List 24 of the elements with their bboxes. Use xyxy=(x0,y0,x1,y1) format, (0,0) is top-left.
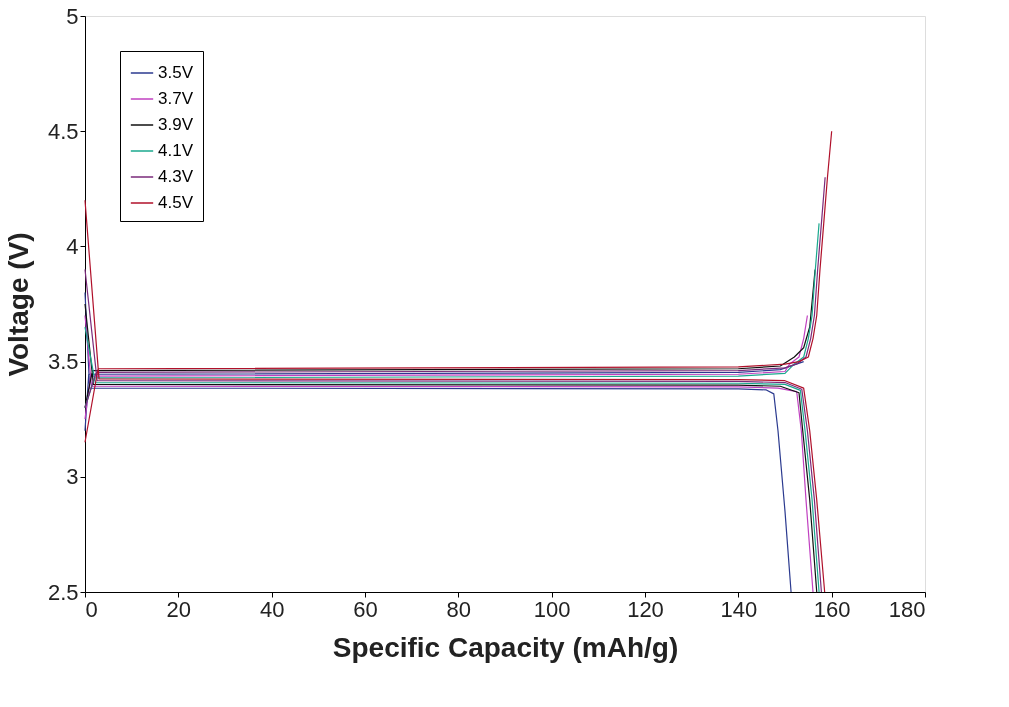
x-axis-title: Specific Capacity (mAh/g) xyxy=(332,631,679,663)
legend-label: 4.5V xyxy=(158,193,194,212)
x-tick-label: 100 xyxy=(533,596,571,622)
y-tick-label: 3 xyxy=(66,464,79,490)
x-tick-label: 80 xyxy=(446,596,472,622)
x-tick-label: 120 xyxy=(627,596,664,622)
legend-label: 4.3V xyxy=(158,167,194,186)
y-tick-label: 3.5 xyxy=(47,349,79,375)
x-tick-label: 180 xyxy=(888,596,926,622)
y-tick-label: 5 xyxy=(66,3,79,29)
legend-label: 3.5V xyxy=(158,63,194,82)
x-tick-label: 40 xyxy=(259,596,285,622)
y-axis-title: Voltage (V) xyxy=(2,232,34,377)
y-tick-label: 4 xyxy=(66,233,79,259)
legend-label: 4.1V xyxy=(158,141,194,160)
x-tick-label: 140 xyxy=(720,596,758,622)
legend-label: 3.9V xyxy=(158,115,194,134)
legend-label: 3.7V xyxy=(158,89,194,108)
y-tick-label: 2.5 xyxy=(47,579,79,605)
x-tick-label: 20 xyxy=(166,596,192,622)
y-tick-label: 4.5 xyxy=(47,118,79,144)
x-tick-label: 160 xyxy=(813,596,851,622)
x-tick-label: 60 xyxy=(353,596,378,622)
x-tick-label: 0 xyxy=(85,596,98,622)
